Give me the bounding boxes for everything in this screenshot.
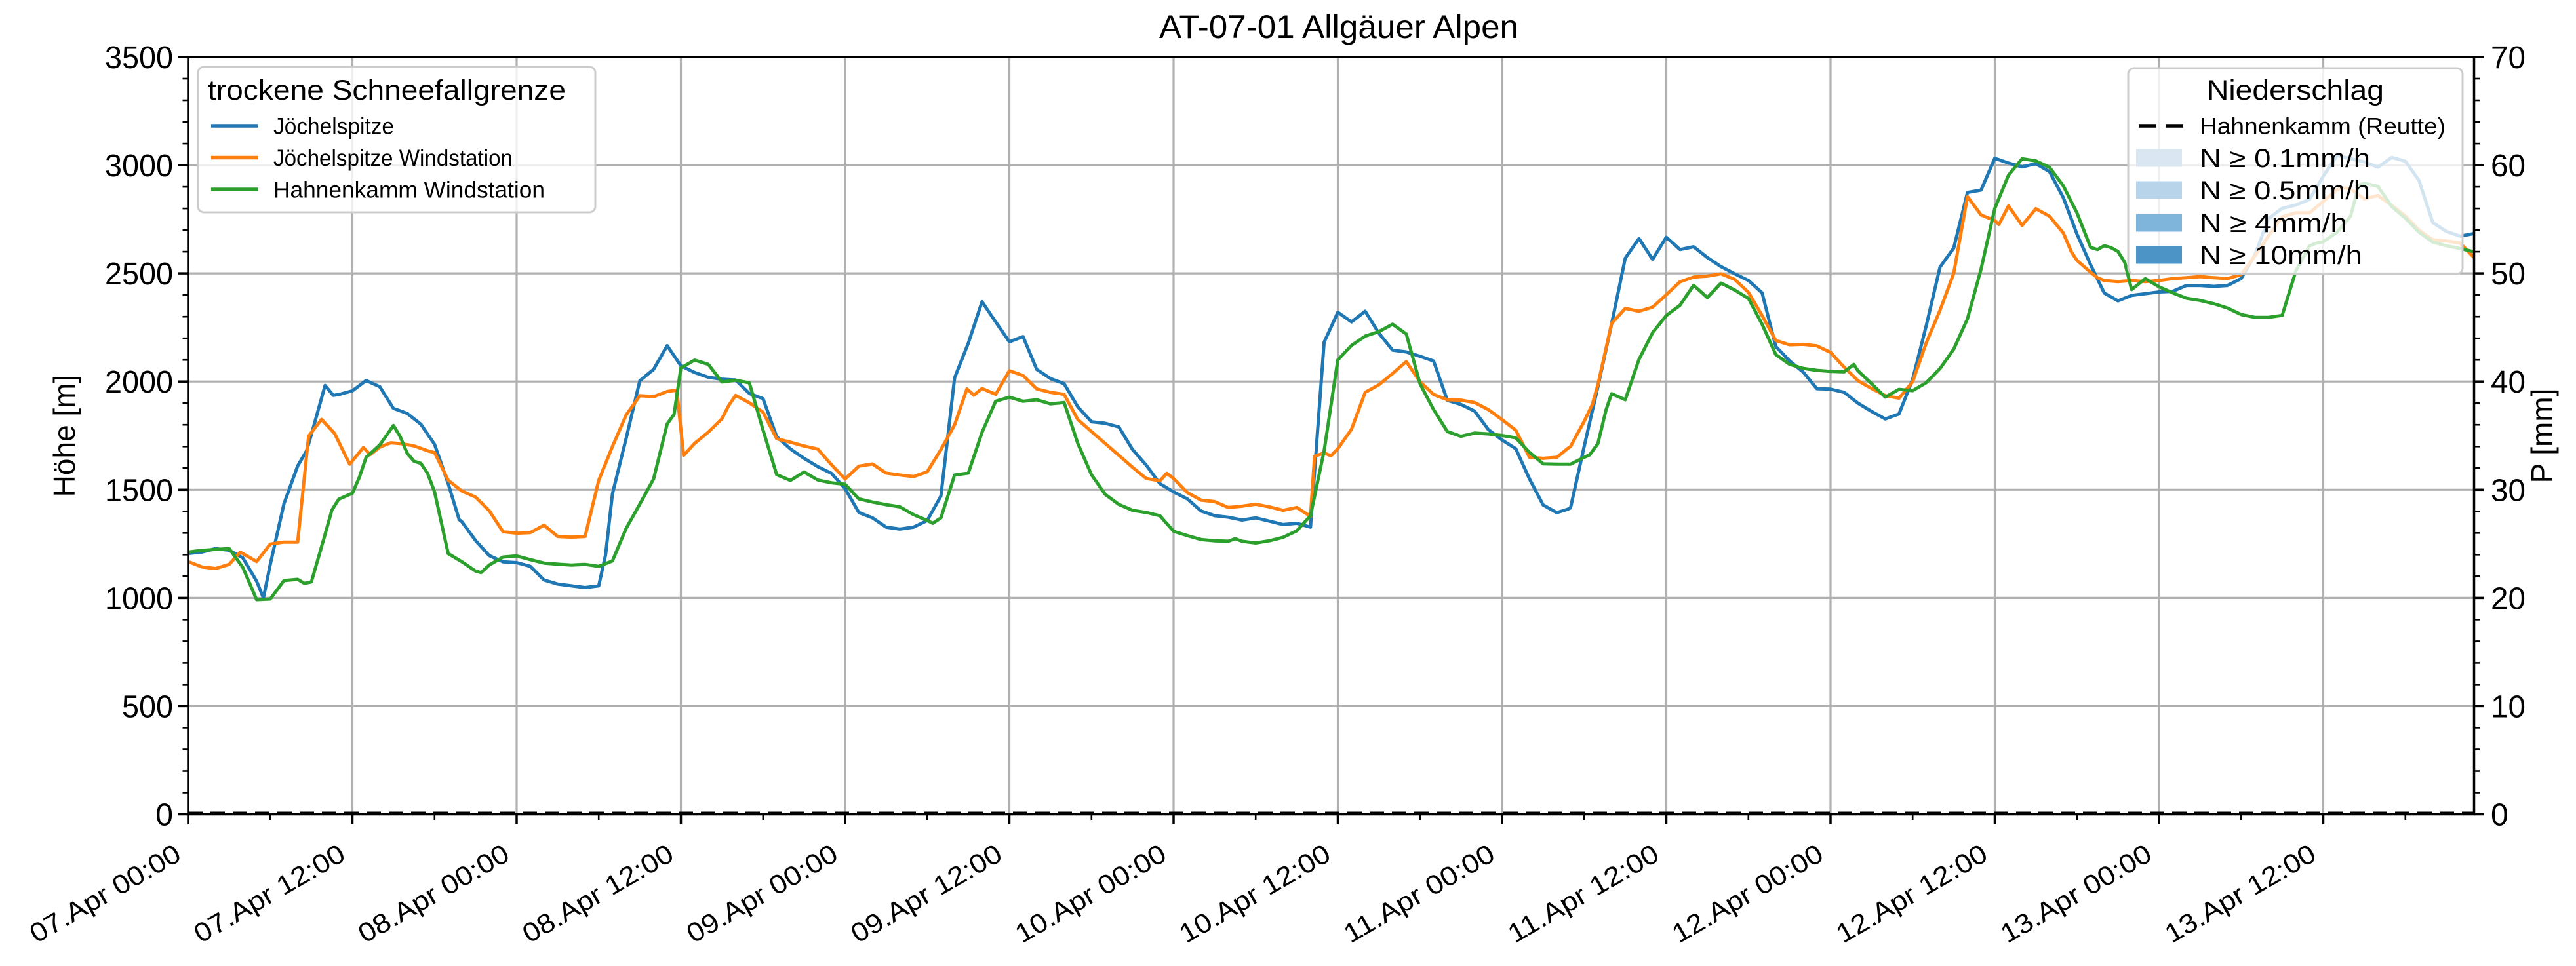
svg-text:0: 0 (155, 798, 173, 833)
svg-text:60: 60 (2491, 149, 2526, 184)
svg-text:P [mm]: P [mm] (2525, 389, 2559, 484)
svg-text:Jöchelspitze Windstation: Jöchelspitze Windstation (273, 145, 513, 171)
svg-text:50: 50 (2491, 257, 2526, 292)
svg-text:20: 20 (2491, 581, 2526, 616)
svg-text:N ≥ 0.5mm/h: N ≥ 0.5mm/h (2200, 176, 2370, 205)
svg-text:AT-07-01 Allgäuer Alpen: AT-07-01 Allgäuer Alpen (1159, 9, 1518, 45)
svg-text:0: 0 (2491, 798, 2508, 833)
svg-text:trockene Schneefallgrenze: trockene Schneefallgrenze (208, 75, 566, 106)
svg-text:N ≥ 10mm/h: N ≥ 10mm/h (2200, 241, 2362, 270)
svg-text:3500: 3500 (105, 41, 173, 75)
svg-text:N ≥ 4mm/h: N ≥ 4mm/h (2200, 209, 2347, 238)
svg-text:Hahnenkamm Windstation: Hahnenkamm Windstation (273, 178, 545, 203)
svg-text:3000: 3000 (105, 149, 173, 184)
svg-text:2500: 2500 (105, 257, 173, 292)
svg-text:Niederschlag: Niederschlag (2207, 75, 2384, 106)
svg-text:1500: 1500 (105, 473, 173, 508)
svg-text:1000: 1000 (105, 581, 173, 616)
svg-text:40: 40 (2491, 365, 2526, 400)
svg-text:30: 30 (2491, 473, 2526, 508)
svg-text:N ≥ 0.1mm/h: N ≥ 0.1mm/h (2200, 144, 2370, 173)
svg-text:70: 70 (2491, 41, 2526, 75)
svg-text:Hahnenkamm (Reutte): Hahnenkamm (Reutte) (2200, 114, 2446, 140)
svg-text:500: 500 (122, 689, 173, 724)
svg-text:2000: 2000 (105, 365, 173, 400)
svg-text:10: 10 (2491, 689, 2526, 724)
svg-text:Höhe [m]: Höhe [m] (47, 375, 81, 497)
svg-text:Jöchelspitze: Jöchelspitze (273, 114, 394, 140)
